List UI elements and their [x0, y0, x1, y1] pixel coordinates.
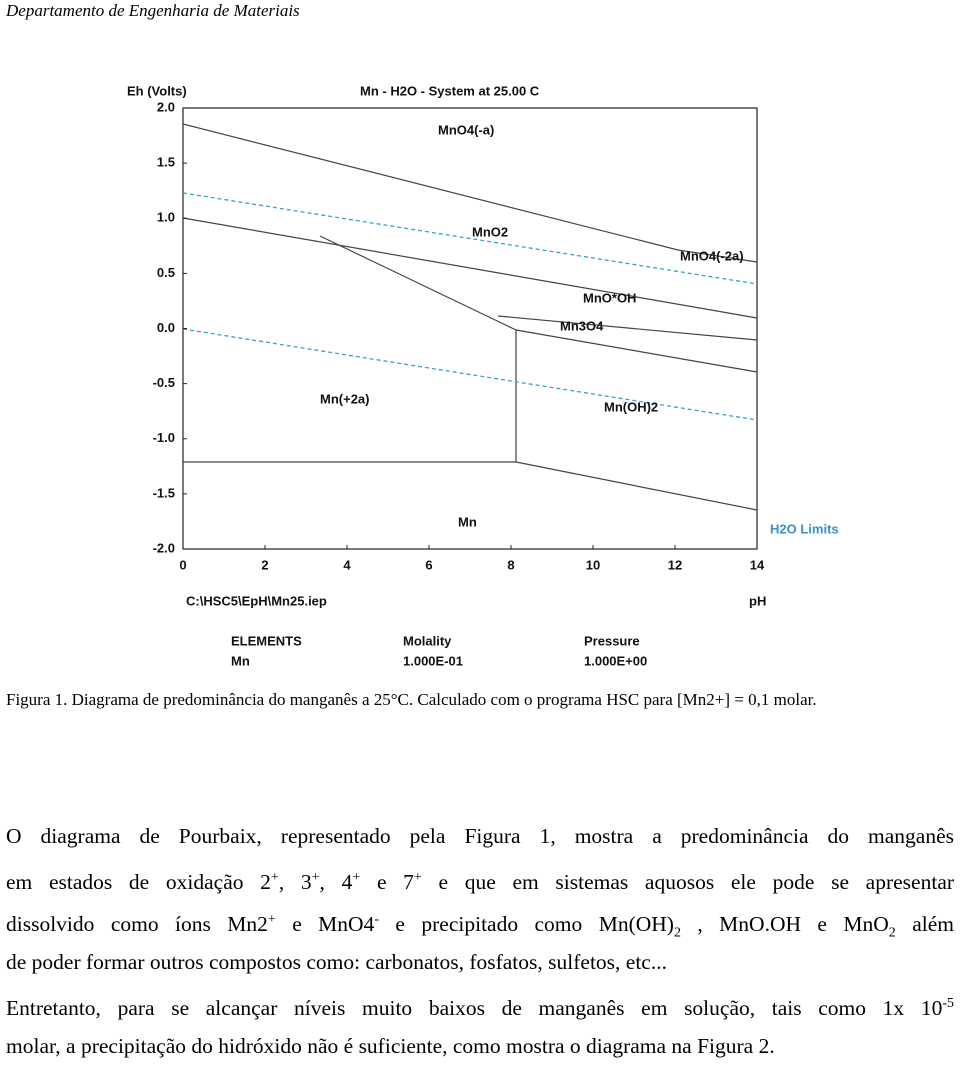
- text: em estados de oxidação 2: [6, 870, 271, 895]
- y-tick-label: 1.5: [157, 155, 175, 170]
- text: e 7: [360, 870, 414, 895]
- h2o-limits: [182, 192, 758, 421]
- text: , 4: [319, 870, 353, 895]
- boundary: [497, 315, 758, 341]
- boundary: [319, 235, 517, 331]
- x-tick-label: 4: [343, 557, 351, 572]
- sup: +: [267, 912, 276, 927]
- boundary: [515, 329, 758, 373]
- region-label: MnO2: [472, 224, 508, 239]
- boundary: [515, 461, 758, 511]
- region-label: Mn3O4: [560, 318, 604, 333]
- h2-line: [182, 328, 758, 421]
- y-tick-label: 0.5: [157, 265, 175, 280]
- x-tick-label: 8: [507, 557, 514, 572]
- region-label: MnO4(-2a): [680, 248, 744, 263]
- x-tick-label: 10: [586, 557, 600, 572]
- y-tick-label: -1.5: [153, 485, 175, 500]
- region-label: Mn: [458, 514, 477, 529]
- sup: +: [413, 870, 422, 885]
- sub: 2: [888, 925, 896, 941]
- table-header: Pressure: [584, 633, 640, 648]
- figure-title: Mn - H2O - System at 25.00 C: [360, 83, 540, 98]
- y-tick-label: 0.0: [157, 320, 175, 335]
- boundary: [182, 123, 679, 251]
- region-label: MnO*OH: [583, 290, 636, 305]
- y-tick-label: 1.0: [157, 210, 175, 225]
- file-path: C:\HSC5\EpH\Mn25.iep: [186, 593, 327, 608]
- boundary: [677, 249, 758, 263]
- caption: Figura 1. Diagrama de predominância do m…: [6, 690, 817, 709]
- region-label: Mn(+2a): [320, 391, 369, 406]
- y-label: Eh (Volts): [127, 83, 187, 98]
- x-tick-label: 14: [750, 557, 765, 572]
- y-tick-label: -0.5: [153, 375, 175, 390]
- y-tick-label: 2.0: [157, 99, 175, 114]
- text: O diagrama de Pourbaix, representado pel…: [6, 824, 954, 848]
- o2-line: [182, 192, 758, 285]
- x-tick-label: 6: [425, 557, 432, 572]
- y-tick-label: -2.0: [153, 540, 175, 555]
- text: , MnO.OH e MnO: [680, 912, 889, 937]
- sup: -5: [942, 996, 954, 1011]
- text: além: [895, 912, 954, 937]
- line: em estados de oxidação 2+, 3+, 4+ e 7+ e…: [6, 857, 954, 899]
- text: Entretanto, para se alcançar níveis muit…: [6, 996, 943, 1021]
- table-value: Mn: [231, 653, 250, 668]
- plot-frame: [182, 107, 758, 550]
- line: Entretanto, para se alcançar níveis muit…: [6, 983, 954, 1025]
- paragraph: O diagrama de Pourbaix, representado pel…: [6, 815, 954, 1067]
- legend-label: H2O Limits: [770, 521, 839, 536]
- sup: +: [311, 870, 320, 885]
- table-header: Molality: [403, 633, 452, 648]
- region-label: MnO4(-a): [438, 122, 494, 137]
- line: O diagrama de Pourbaix, representado pel…: [6, 815, 954, 857]
- text: de poder formar outros compostos como: c…: [6, 950, 667, 974]
- table-header: ELEMENTS: [231, 633, 302, 648]
- header-title: Departamento de Engenharia de Materiais: [6, 1, 300, 20]
- text: , 3: [278, 870, 312, 895]
- boundary: [182, 217, 758, 319]
- line: dissolvido como íons Mn2+ e MnO4- e prec…: [6, 899, 954, 941]
- line: molar, a precipitação do hidróxido não é…: [6, 1025, 954, 1067]
- table-value: 1.000E+00: [584, 653, 647, 668]
- x-tick-label: 12: [668, 557, 682, 572]
- sup: -: [374, 912, 379, 927]
- text: e que em sistemas aquosos ele pode se ap…: [421, 870, 955, 895]
- sup: +: [270, 870, 279, 885]
- table-value: 1.000E-01: [403, 653, 463, 668]
- y-tick-label: -1.0: [153, 430, 175, 445]
- text: dissolvido como íons Mn2: [6, 912, 268, 937]
- x-tick-label: 2: [261, 557, 268, 572]
- text: molar, a precipitação do hidróxido não é…: [6, 1034, 775, 1058]
- phase-boundaries: [182, 107, 758, 550]
- figure: Eh (Volts) Mn - H2O - System at 25.00 C …: [127, 83, 839, 668]
- region-label: Mn(OH)2: [604, 399, 658, 414]
- text: e MnO4: [275, 912, 375, 937]
- text: e precipitado como Mn(OH): [379, 912, 674, 937]
- sup: +: [352, 870, 361, 885]
- sub: 2: [673, 925, 681, 941]
- x-tick-label: 0: [179, 557, 186, 572]
- x-label: pH: [749, 593, 766, 608]
- line: de poder formar outros compostos como: c…: [6, 941, 954, 983]
